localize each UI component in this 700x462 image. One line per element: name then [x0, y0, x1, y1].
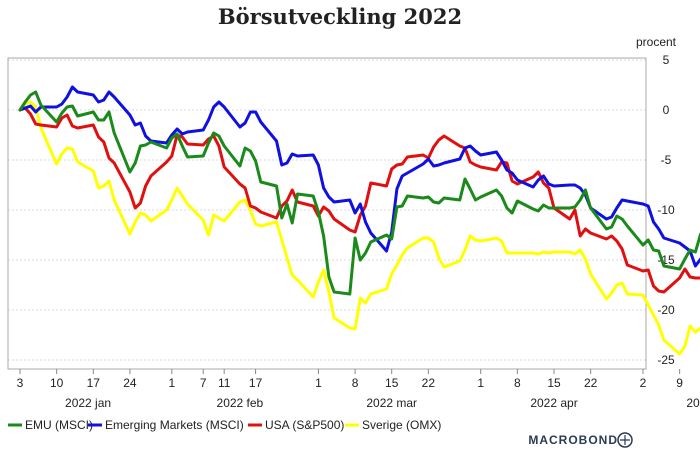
x-tick-label: 22 — [422, 376, 436, 390]
legend-label: USA (S&P500) — [265, 418, 344, 432]
x-month-label: 2022 mar — [366, 396, 417, 410]
legend: EMU (MSCI) Emerging Markets (MSCI) USA (S&… — [8, 418, 441, 432]
y-tick-label: -25 — [657, 353, 675, 367]
x-month-label: 2022 jan — [65, 396, 111, 410]
x-tick-label: 8 — [352, 376, 359, 390]
legend-label: EMU (MSCI) — [25, 418, 93, 432]
series-line-emerging-markets-msci — [18, 85, 700, 268]
series-line-sverige-omx — [18, 100, 700, 356]
x-tick-label: 1 — [168, 376, 175, 390]
legend-label: Sverige (OMX) — [362, 418, 441, 432]
x-tick-label: 17 — [87, 376, 101, 390]
y-tick-label: -20 — [657, 303, 675, 317]
macrobond-logo-text: MACROBOND — [528, 433, 618, 447]
x-tick-label: 3 — [17, 376, 24, 390]
x-tick-label: 24 — [123, 376, 137, 390]
x-tick-label: 2 — [640, 376, 647, 390]
axes: 50-5-10-15-20-253 10 17 24 1 7 11 17 1 8 15 22 1 8 15 2… — [17, 53, 700, 410]
y-axis-unit-label: procent — [636, 35, 677, 49]
x-month-label: 2022 feb — [217, 396, 264, 410]
x-tick-label: 15 — [385, 376, 399, 390]
y-tick-label: -10 — [657, 203, 675, 217]
x-tick-label: 8 — [514, 376, 521, 390]
series-line-usa-s-p500 — [18, 106, 700, 294]
x-tick-label: 22 — [584, 376, 598, 390]
series-lines — [18, 85, 700, 356]
x-month-label: 2022 apr — [530, 396, 577, 410]
x-tick-label: 10 — [50, 376, 64, 390]
macrobond-logo: MACROBOND — [528, 432, 633, 448]
x-tick-label: 1 — [315, 376, 322, 390]
y-tick-label: -5 — [661, 153, 672, 167]
x-month-label: 2022 maj — [686, 396, 700, 410]
y-tick-label: 5 — [663, 53, 670, 67]
y-tick-label: 0 — [663, 103, 670, 117]
series-line-emu-msci — [18, 90, 700, 296]
x-tick-label: 15 — [547, 376, 561, 390]
x-tick-label: 1 — [477, 376, 484, 390]
plot-frame — [7, 57, 647, 370]
macrobond-mark-icon — [617, 432, 633, 448]
chart-title: Börsutveckling 2022 — [218, 4, 462, 29]
x-tick-label: 9 — [676, 376, 683, 390]
x-tick-label: 11 — [218, 376, 231, 390]
legend-label: Emerging Markets (MSCI) — [105, 418, 244, 432]
x-tick-label: 17 — [249, 376, 263, 390]
x-tick-label: 7 — [200, 376, 207, 390]
